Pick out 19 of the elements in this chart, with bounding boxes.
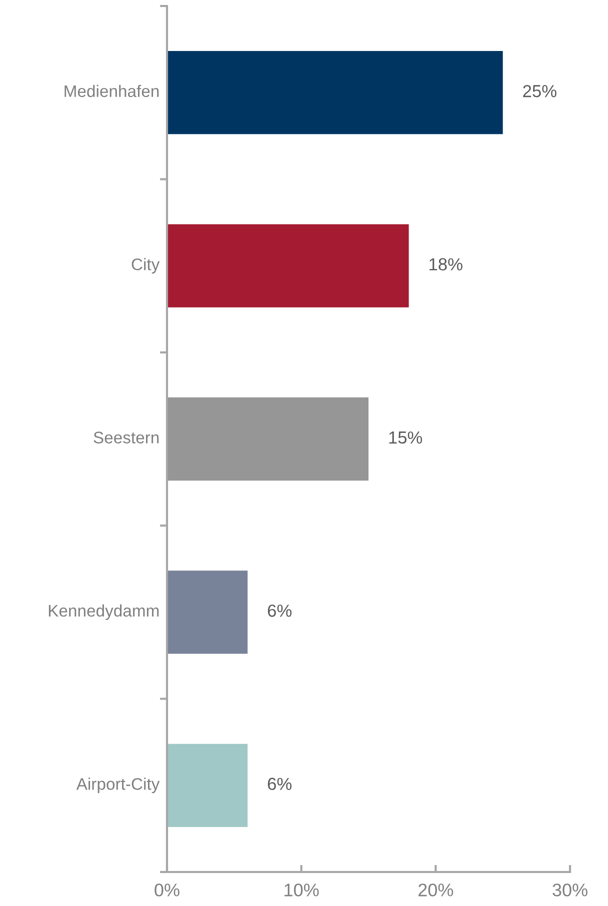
bar	[167, 51, 503, 134]
bar	[167, 397, 368, 481]
y-tick-label: Airport-City	[76, 778, 160, 794]
y-tick-label: City	[132, 258, 160, 274]
data-label: 18%	[430, 258, 462, 270]
data-label: 15%	[389, 431, 422, 444]
data-label: 25%	[523, 84, 556, 98]
y-tick-label: Seestern	[94, 432, 159, 444]
x-tick-label: 20%	[418, 884, 454, 896]
bar	[167, 224, 409, 308]
x-tick-label: 0%	[154, 884, 180, 896]
bar	[167, 744, 248, 827]
data-label: 6%	[268, 604, 292, 617]
y-tick-label: Kennedydamm	[48, 604, 159, 620]
bar	[167, 570, 248, 654]
data-label: 6%	[268, 778, 292, 790]
x-tick-label: 30%	[552, 884, 588, 896]
y-tick-label: Medienhafen	[64, 84, 159, 98]
x-tick-label: 10%	[284, 884, 319, 896]
